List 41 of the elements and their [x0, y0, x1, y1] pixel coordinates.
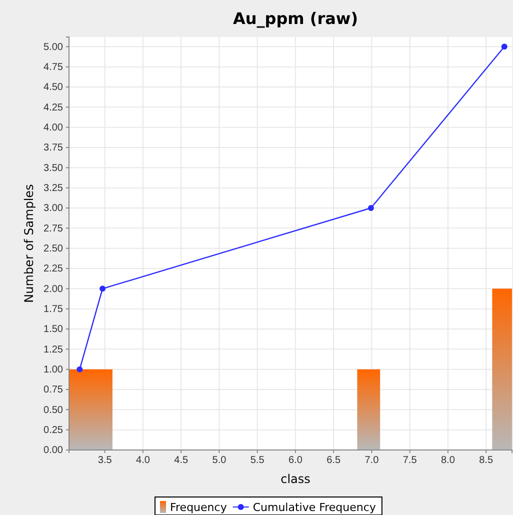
legend-label: Cumulative Frequency: [252, 501, 376, 514]
y-tick-label: 2.25: [44, 264, 64, 275]
y-tick-label: 3.75: [44, 142, 64, 154]
y-tick-label: 4.00: [44, 122, 64, 134]
y-tick-label: 1.75: [44, 304, 64, 316]
chart-title: Au_ppm (raw): [232, 9, 358, 28]
y-tick-label: 2.00: [44, 284, 64, 295]
point: [501, 44, 508, 50]
point: [368, 205, 374, 212]
y-tick-label: 0.25: [44, 425, 64, 436]
x-tick-label: 6.5: [326, 455, 341, 466]
legend-label: Frequency: [170, 501, 228, 514]
y-tick-label: 0.75: [44, 384, 64, 396]
y-tick-label: 4.50: [44, 82, 64, 94]
x-tick-label: 4.5: [174, 455, 188, 466]
y-tick-label: 4.25: [44, 102, 64, 114]
point: [76, 366, 83, 372]
y-tick-label: 2.50: [44, 244, 64, 255]
y-axis-title: Number of Samples: [22, 184, 36, 303]
y-tick-label: 0.50: [44, 404, 64, 416]
y-tick-label: 1.00: [44, 364, 64, 376]
x-tick-label: 5.0: [212, 455, 227, 466]
x-tick-label: 4.0: [136, 455, 150, 466]
x-tick-label: 8.5: [479, 455, 494, 466]
x-tick-label: 7.5: [402, 455, 418, 466]
y-tick-label: 5.00: [44, 42, 64, 53]
y-tick-label: 3.50: [44, 162, 64, 174]
y-tick-label: 3.00: [44, 203, 64, 214]
y-tick-label: 3.25: [44, 183, 64, 194]
y-tick-label: 0.00: [44, 445, 64, 456]
x-axis-title: class: [280, 472, 310, 486]
y-tick-label: 1.50: [44, 324, 64, 336]
point: [100, 286, 106, 292]
x-tick-label: 3.5: [98, 455, 112, 466]
y-tick-label: 2.75: [44, 223, 64, 234]
y-tick-label: 4.75: [44, 62, 64, 74]
x-tick-label: 5.5: [250, 455, 265, 466]
y-tick-label: 1.25: [44, 344, 64, 356]
x-tick-label: 8.0: [441, 455, 456, 466]
x-tick-label: 7.0: [364, 455, 380, 466]
x-tick-label: 6.0: [288, 455, 303, 466]
